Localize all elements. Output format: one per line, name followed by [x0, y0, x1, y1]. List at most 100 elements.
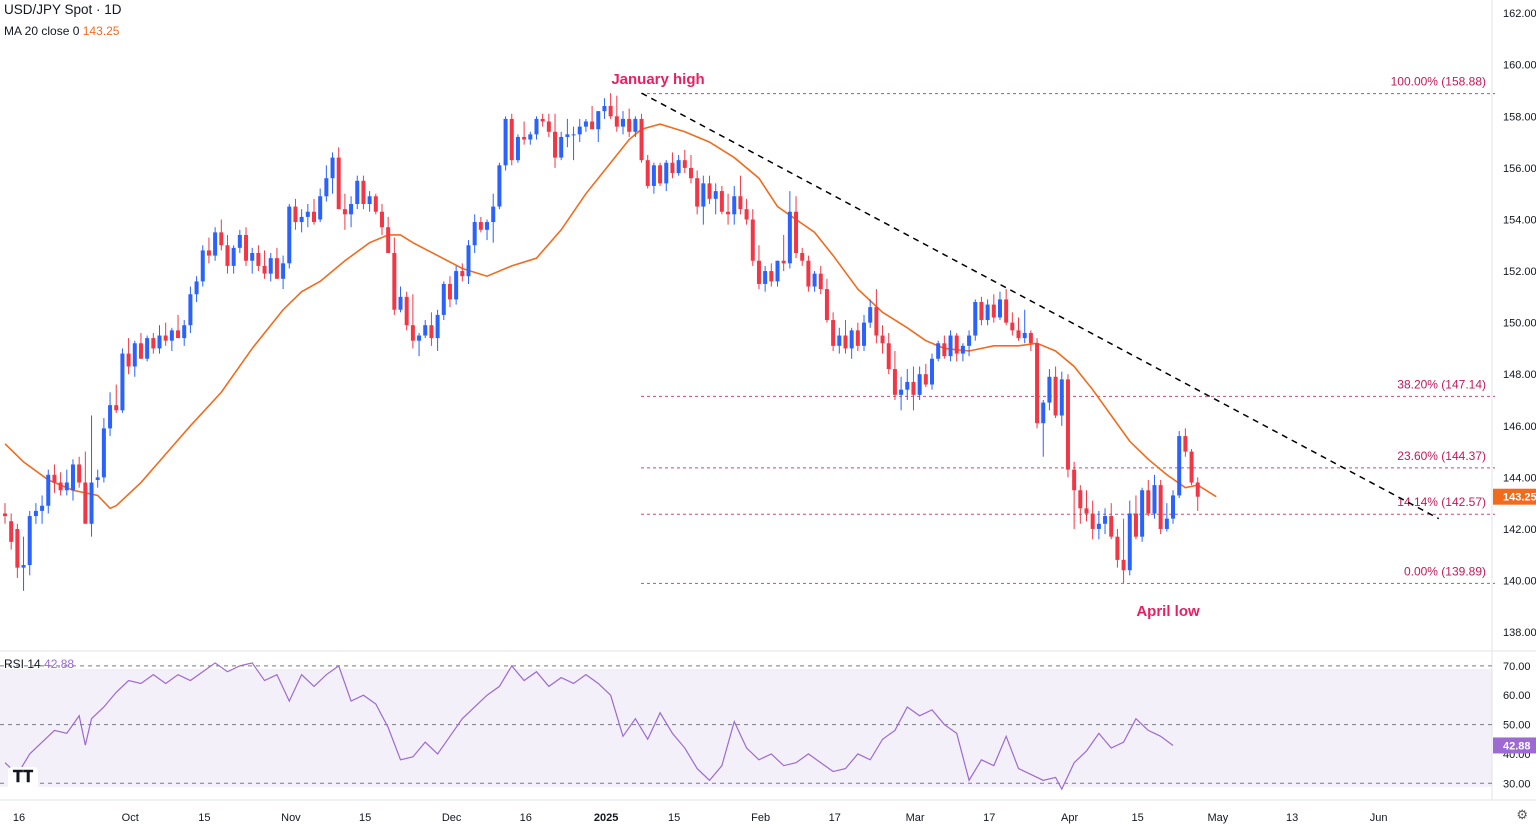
candle-body: [1028, 332, 1033, 344]
candle: [608, 93, 613, 119]
ma-legend[interactable]: MA 20 close 0 143.25: [4, 24, 119, 38]
candle-body: [435, 314, 440, 339]
candle-body: [738, 196, 743, 210]
candle: [293, 198, 298, 230]
candle: [695, 170, 700, 215]
candle: [633, 116, 638, 137]
candle-body: [1127, 513, 1132, 571]
candle: [1183, 428, 1188, 457]
candle-body: [892, 369, 897, 395]
candle: [89, 415, 94, 537]
candle-body: [701, 183, 706, 207]
candle: [299, 209, 304, 233]
candle: [627, 108, 632, 137]
candle-body: [213, 232, 218, 256]
candle: [1152, 474, 1157, 519]
candle-body: [256, 253, 261, 266]
candle-body: [781, 260, 786, 264]
candle-body: [200, 250, 205, 282]
price-tick-label: 142.00: [1503, 524, 1536, 536]
candle-body: [1041, 402, 1046, 424]
candle-body: [466, 245, 471, 277]
candle: [157, 325, 162, 354]
time-tick-label: 15: [668, 812, 680, 824]
candle: [991, 294, 996, 323]
candle-body: [1146, 490, 1151, 514]
candle-body: [21, 565, 26, 568]
rsi-tick-label: 30.00: [1503, 778, 1531, 790]
candle: [1096, 510, 1101, 540]
candle-body: [120, 353, 125, 411]
candle-body: [95, 477, 100, 480]
candle-body: [1133, 513, 1138, 537]
candle-body: [1065, 379, 1070, 470]
candle-body: [404, 296, 409, 326]
candle-body: [1158, 485, 1163, 529]
candle: [1065, 374, 1070, 478]
candle: [64, 469, 69, 496]
candle: [546, 113, 551, 137]
candle: [349, 196, 354, 228]
fib-level-label: 100.00% (158.88): [1391, 75, 1486, 89]
candle: [954, 332, 959, 362]
candle-body: [682, 160, 687, 168]
candle: [775, 260, 780, 287]
candle: [818, 265, 823, 295]
candle-body: [392, 253, 397, 310]
time-tick-label: 16: [520, 812, 532, 824]
candle-body: [1090, 513, 1095, 529]
candle: [800, 247, 805, 266]
candle-body: [750, 219, 755, 261]
candle-body: [787, 211, 792, 264]
candle-body: [1152, 485, 1157, 514]
symbol-title[interactable]: USD/JPY Spot · 1D: [4, 2, 122, 17]
candle: [806, 255, 811, 292]
price-tick-label: 152.00: [1503, 266, 1536, 278]
candle: [410, 294, 415, 349]
ma-value: 143.25: [82, 24, 120, 38]
candle: [843, 320, 848, 354]
candle-body: [429, 325, 434, 339]
candle: [417, 332, 422, 357]
time-tick-label: 2025: [594, 812, 618, 824]
fib-level-label: 0.00% (139.89): [1404, 564, 1486, 578]
candle: [1084, 490, 1089, 522]
candle: [726, 193, 731, 225]
gear-icon[interactable]: ⚙: [1516, 807, 1528, 822]
rsi-legend[interactable]: RSI 14 42.88: [4, 657, 74, 671]
candle: [1041, 400, 1046, 457]
candle-body: [312, 211, 316, 223]
candle: [318, 188, 323, 223]
candle-body: [967, 335, 972, 346]
candle: [485, 219, 490, 241]
candle-body: [899, 389, 904, 395]
time-tick-label: Nov: [281, 812, 301, 824]
candle: [423, 320, 428, 339]
tradingview-logo-icon[interactable]: 𝐓𝐓: [8, 767, 38, 789]
candle-body: [410, 325, 415, 341]
candle-body: [1109, 516, 1114, 537]
candle-body: [608, 106, 613, 117]
candle: [126, 338, 131, 375]
candle: [398, 286, 403, 313]
candle-body: [206, 250, 211, 256]
time-tick-label: May: [1208, 812, 1229, 824]
time-tick-label: 15: [198, 812, 210, 824]
candle: [46, 469, 51, 514]
last-rsi-tag: [1493, 737, 1536, 754]
rsi-band: [0, 669, 1492, 787]
candle: [553, 113, 558, 168]
candle-body: [176, 330, 181, 339]
candle: [188, 286, 193, 333]
candle-body: [880, 335, 885, 344]
rsi-label: RSI 14: [4, 657, 41, 671]
candle-body: [855, 330, 860, 346]
candle: [367, 191, 372, 212]
candle-body: [9, 521, 14, 542]
candle: [658, 162, 663, 186]
candle: [21, 536, 26, 591]
candle: [930, 353, 934, 390]
candle-body: [83, 482, 88, 524]
